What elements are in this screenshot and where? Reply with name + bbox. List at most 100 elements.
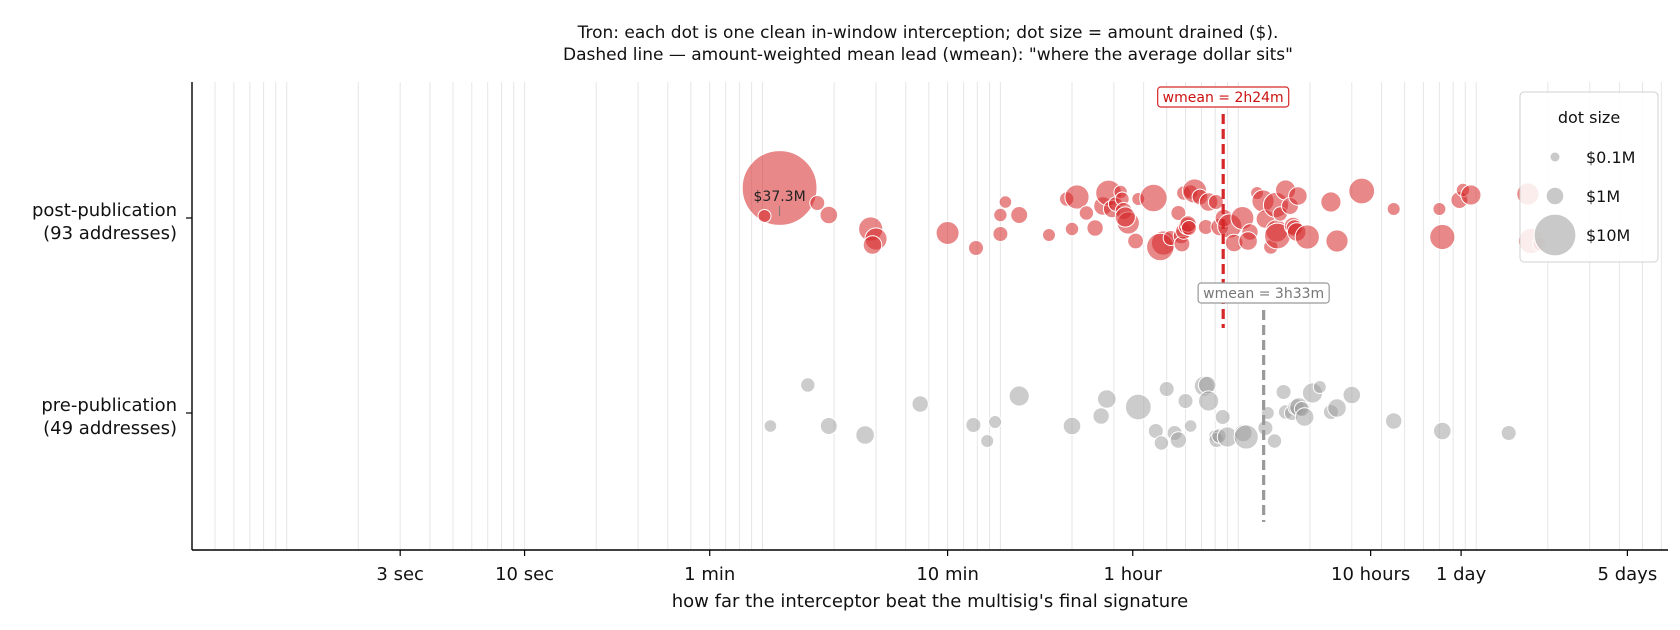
pre-point — [1153, 435, 1170, 451]
post-point — [998, 195, 1013, 209]
post-point — [1325, 229, 1349, 253]
pre-point — [965, 417, 982, 433]
category-post-publication: post-publication (93 addresses) — [32, 200, 192, 244]
chart-title-line-2: Dashed line — amount-weighted mean lead … — [563, 45, 1293, 65]
post-point — [862, 235, 883, 255]
pre-point — [1158, 381, 1175, 397]
grid-lines — [191, 82, 1662, 550]
pre-point — [1233, 424, 1259, 450]
pre-point — [1177, 393, 1194, 409]
pre-point — [800, 377, 816, 393]
pre-point — [1433, 421, 1452, 441]
annotation-label: $37.3M — [754, 189, 806, 205]
pre-point — [1500, 425, 1517, 441]
post-point — [993, 207, 1008, 223]
post-point — [1078, 205, 1095, 221]
category-label-pre-line-1: pre-publication — [41, 395, 177, 416]
post-point — [1429, 223, 1456, 251]
pre-point — [1008, 385, 1030, 407]
annotations: $37.3M — [754, 189, 806, 216]
pre-point — [1312, 380, 1327, 394]
pre-point — [1327, 398, 1347, 418]
pre-point — [911, 395, 929, 413]
pre-point — [1169, 431, 1188, 449]
legend-marker — [1545, 186, 1565, 206]
post-point — [1064, 221, 1080, 237]
x-tick-label: 10 hours — [1331, 564, 1410, 585]
x-axis-ticks: 3 sec 10 sec 1 min 10 min 1 hour 10 hours 1 da… — [376, 550, 1657, 585]
post-point — [1348, 177, 1376, 205]
post-point — [1042, 228, 1056, 242]
x-tick-label: 5 days — [1598, 564, 1658, 585]
pre-point — [1092, 407, 1110, 425]
post-point — [1114, 206, 1136, 228]
x-tick-label: 1 day — [1436, 564, 1487, 585]
pre-point — [1124, 393, 1152, 421]
post-point — [1127, 232, 1144, 250]
post-point — [1207, 194, 1224, 210]
category-label-pre-line-2: (49 addresses) — [43, 418, 177, 439]
pre-point — [763, 419, 778, 433]
category-label-post-line-2: (93 addresses) — [43, 223, 177, 244]
post-point — [1460, 184, 1482, 206]
post-point — [992, 226, 1009, 242]
legend-label: $1M — [1586, 187, 1620, 206]
pre-point — [855, 425, 875, 445]
post-point — [1294, 224, 1320, 250]
y-axis-categories: post-publication (93 addresses) pre-publ… — [32, 200, 192, 439]
post-point — [1180, 220, 1197, 236]
pre-point — [1342, 385, 1362, 405]
x-axis-label: how far the interceptor beat the multisi… — [672, 591, 1188, 612]
pre-point — [1183, 419, 1198, 433]
legend-entries: $0.1M $1M $10M — [1533, 148, 1635, 257]
pre-point — [819, 417, 838, 435]
post-wmean-label: wmean = 2h24m — [1163, 90, 1284, 106]
post-point — [1170, 205, 1187, 221]
axes — [191, 82, 1668, 551]
post-point — [1320, 191, 1342, 213]
pre-point — [1275, 384, 1292, 400]
post-wmean-label-box — [1157, 86, 1290, 108]
post-point — [1139, 183, 1168, 213]
pre-wmean-label: wmean = 3h33m — [1203, 286, 1324, 302]
post-point — [757, 209, 772, 223]
x-tick-label: 1 hour — [1104, 564, 1163, 585]
x-tick-label: 10 sec — [495, 564, 554, 585]
legend-marker — [1549, 151, 1561, 163]
pre-point — [1097, 389, 1117, 409]
pre-wmean-label-box — [1197, 282, 1330, 304]
post-point — [819, 205, 839, 225]
pre-point — [988, 415, 1003, 429]
legend-label: $0.1M — [1586, 148, 1635, 167]
scatter-points — [741, 150, 1548, 451]
chart-title-line-1: Tron: each dot is one clean in-window in… — [577, 23, 1279, 43]
post-point — [1010, 206, 1029, 224]
x-tick-label: 1 min — [684, 564, 735, 585]
pre-point — [1062, 416, 1082, 436]
post-point — [1064, 184, 1090, 210]
post-point — [1432, 202, 1447, 216]
post-point — [968, 240, 984, 256]
chart-title: Tron: each dot is one clean in-window in… — [563, 23, 1293, 65]
pre-point — [1294, 407, 1315, 427]
legend-marker — [1533, 213, 1577, 257]
legend-title: dot size — [1558, 108, 1620, 127]
category-label-post-line-1: post-publication — [32, 200, 177, 221]
pre-point — [1214, 409, 1231, 425]
legend-label: $10M — [1586, 226, 1630, 245]
pre-point — [1385, 412, 1403, 430]
category-pre-publication: pre-publication (49 addresses) — [41, 395, 192, 439]
post-point — [935, 221, 960, 245]
pre-point — [1257, 420, 1274, 436]
post-point — [1386, 202, 1401, 216]
post-point — [1238, 231, 1258, 251]
post-point — [1086, 219, 1104, 237]
post-point — [1288, 186, 1308, 206]
post-point — [741, 150, 818, 226]
pre-point — [1198, 390, 1220, 412]
pre-point — [1266, 433, 1283, 449]
x-tick-label: 10 min — [916, 564, 979, 585]
wmean-lines: wmean = 2h24m wmean = 3h33m — [1157, 86, 1330, 522]
x-tick-label: 3 sec — [376, 564, 424, 585]
